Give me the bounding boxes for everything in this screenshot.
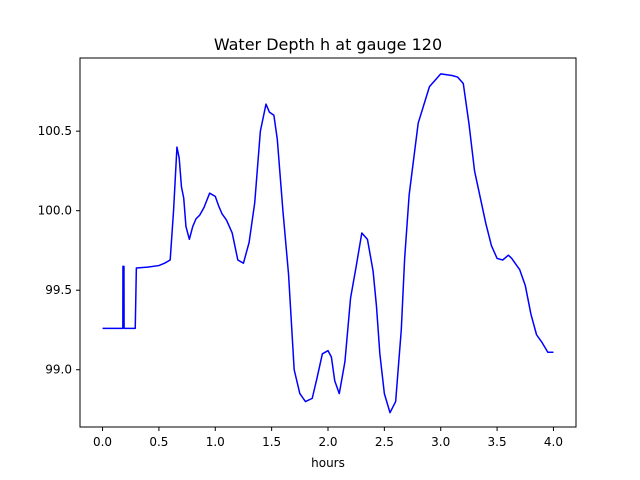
y-tick-label: 99.5	[45, 283, 72, 297]
x-tick-label: 3.0	[431, 435, 450, 449]
y-tick-label: 99.0	[45, 363, 72, 377]
series-line	[102, 73, 554, 414]
x-tick-label: 2.5	[375, 435, 394, 449]
chart-title: Water Depth h at gauge 120	[214, 35, 442, 54]
x-tick-label: 0.0	[93, 435, 112, 449]
x-tick-label: 3.5	[488, 435, 507, 449]
x-axis: 0.0 0.5 1.0 1.5 2.0 2.5 3.0 3.5 4.0	[93, 427, 563, 449]
x-tick-label: 2.0	[318, 435, 337, 449]
x-tick-label: 1.5	[262, 435, 281, 449]
x-tick-label: 1.0	[206, 435, 225, 449]
x-tick-label: 0.5	[149, 435, 168, 449]
y-axis: 99.0 99.5 100.0 100.5	[38, 124, 80, 377]
plot-frame	[79, 57, 577, 428]
y-tick-label: 100.0	[38, 204, 72, 218]
x-axis-label: hours	[311, 456, 345, 470]
x-tick-label: 4.0	[544, 435, 563, 449]
y-tick-label: 100.5	[38, 124, 72, 138]
